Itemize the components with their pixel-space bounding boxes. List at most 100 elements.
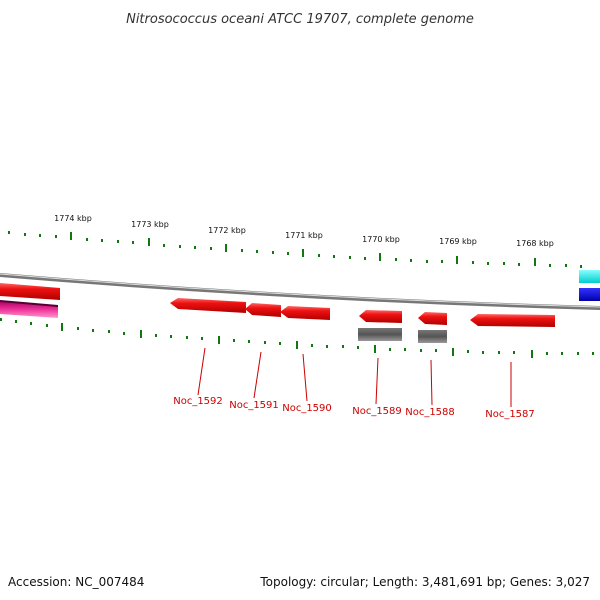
ruler-tick-major: [296, 341, 298, 349]
ruler-tick: [170, 335, 172, 338]
gene-arrow-noc-1592: [170, 298, 246, 313]
ruler-tick: [426, 260, 428, 263]
ruler-label: 1770 kbp: [362, 235, 400, 244]
genome-backbone: [0, 273, 600, 310]
ruler-label: 1773 kbp: [131, 220, 169, 229]
ruler-tick: [210, 247, 212, 250]
ruler-tick: [108, 330, 110, 333]
ruler-tick: [101, 239, 103, 242]
ruler-tick-major: [534, 258, 536, 266]
gene-label: Noc_1587: [485, 409, 535, 420]
gene-arrow-noc-1588: [418, 312, 447, 325]
ruler-label: 1774 kbp: [54, 214, 92, 223]
ruler-tick: [577, 352, 579, 355]
ruler-tick: [498, 351, 500, 354]
ruler-tick-major: [61, 323, 63, 331]
gene-label: Noc_1589: [352, 406, 402, 417]
ruler-tick: [86, 238, 88, 241]
ruler-tick: [357, 346, 359, 349]
ruler-tick: [342, 345, 344, 348]
gene-feature-dark-1: [358, 328, 402, 341]
ruler-tick: [264, 341, 266, 344]
ruler-tick: [565, 264, 567, 267]
ruler-tick: [326, 345, 328, 348]
ruler-tick-major: [302, 249, 304, 257]
ruler-tick: [395, 258, 397, 261]
gene-feature-left-red: [0, 283, 60, 300]
ruler-tick-major: [218, 336, 220, 344]
ruler-tick: [55, 235, 57, 238]
ruler-tick: [233, 339, 235, 342]
ruler-tick: [420, 349, 422, 352]
ruler-tick-major: [225, 244, 227, 252]
label-leader-noc-1592: [197, 347, 206, 396]
ruler-tick: [92, 329, 94, 332]
ruler-tick-major: [140, 330, 142, 338]
ruler-tick: [435, 349, 437, 352]
ruler-tick-major: [452, 348, 454, 356]
ruler-tick: [163, 244, 165, 247]
ruler-tick: [132, 241, 134, 244]
ruler-tick: [15, 320, 17, 323]
gene-label: Noc_1590: [282, 403, 332, 414]
ruler-tick: [513, 351, 515, 354]
ruler-tick: [194, 246, 196, 249]
ruler-tick: [441, 260, 443, 263]
ruler-tick-major: [379, 253, 381, 261]
ruler-tick: [333, 255, 335, 258]
ruler-tick: [8, 231, 10, 234]
gene-label: Noc_1592: [173, 396, 223, 407]
ruler-tick: [389, 348, 391, 351]
ruler-tick: [256, 250, 258, 253]
ruler-tick: [155, 334, 157, 337]
ruler-tick: [318, 254, 320, 257]
label-leader-noc-1590: [302, 353, 308, 402]
ruler-tick-major: [531, 350, 533, 358]
ruler-tick: [30, 322, 32, 325]
ruler-tick-major: [374, 345, 376, 353]
ruler-tick: [201, 337, 203, 340]
ruler-label: 1772 kbp: [208, 226, 246, 235]
ruler-tick: [179, 245, 181, 248]
ruler-tick: [503, 262, 505, 265]
ruler-tick: [472, 261, 474, 264]
ruler-tick: [241, 249, 243, 252]
ruler-tick: [546, 352, 548, 355]
ruler-tick: [364, 257, 366, 260]
ruler-tick: [467, 350, 469, 353]
inner-ruler: [0, 318, 594, 358]
ruler-tick: [549, 264, 551, 267]
ruler-label: 1769 kbp: [439, 237, 477, 246]
gene-arrow-noc-1589: [359, 310, 402, 323]
label-leader-noc-1589: [375, 357, 379, 405]
ruler-tick: [592, 352, 594, 355]
label-leader-noc-1588: [430, 359, 433, 406]
ruler-tick: [311, 344, 313, 347]
gene-arrow-noc-1591: [245, 303, 281, 317]
ruler-tick: [580, 265, 582, 268]
ruler-tick: [0, 318, 2, 321]
outer-ruler: [8, 231, 582, 268]
gene-feature-left-magenta-edge: [0, 300, 58, 307]
accession-text: Accession: NC_007484: [8, 575, 144, 589]
ruler-tick-major: [70, 232, 72, 240]
ruler-tick: [518, 263, 520, 266]
genome-summary-text: Topology: circular; Length: 3,481,691 bp…: [259, 575, 590, 589]
gene-feature-right-blue: [579, 288, 600, 301]
ruler-tick: [482, 351, 484, 354]
ruler-tick: [272, 251, 274, 254]
ruler-tick: [248, 340, 250, 343]
ruler-tick: [410, 259, 412, 262]
genome-backbone-highlight: [0, 273, 600, 308]
gene-arrow-noc-1590: [280, 306, 330, 320]
ruler-tick: [46, 324, 48, 327]
ruler-tick: [404, 348, 406, 351]
ruler-tick: [186, 336, 188, 339]
ruler-tick-major: [148, 238, 150, 246]
label-leader-noc-1591: [253, 351, 262, 399]
ruler-label: 1771 kbp: [285, 231, 323, 240]
ruler-label: 1768 kbp: [516, 239, 554, 248]
gene-label: Noc_1588: [405, 407, 455, 418]
ruler-tick: [24, 233, 26, 236]
